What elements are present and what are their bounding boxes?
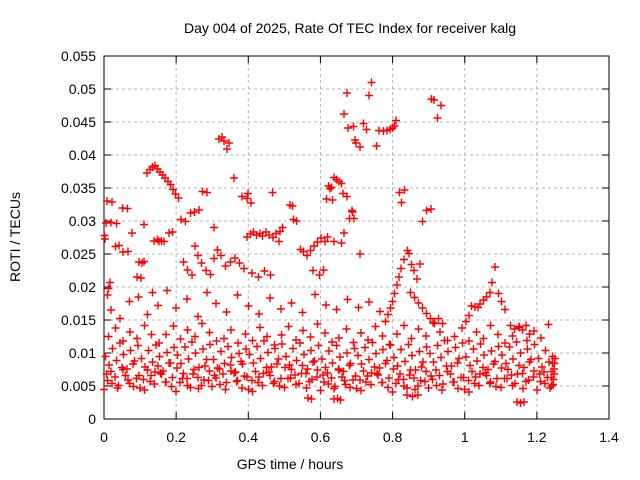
x-tick-label: 1 [461, 429, 469, 445]
y-tick-label: 0.005 [61, 378, 96, 394]
y-tick-label: 0.025 [61, 246, 96, 262]
x-tick-label: 0.6 [311, 429, 331, 445]
y-tick-label: 0.015 [61, 312, 96, 328]
x-tick-label: 1.4 [599, 429, 619, 445]
x-tick-label: 0.2 [166, 429, 186, 445]
plot-border [103, 55, 610, 420]
y-tick-label: 0 [88, 411, 96, 427]
x-tick-label: 0.8 [383, 429, 403, 445]
y-tick-label: 0.05 [69, 81, 96, 97]
chart-title: Day 004 of 2025, Rate Of TEC Index for r… [183, 20, 517, 36]
data-point-markers [100, 78, 559, 407]
y-tick-label: 0.035 [61, 180, 96, 196]
y-tick-label: 0.01 [69, 345, 96, 361]
y-tick-label: 0.04 [69, 147, 96, 163]
y-axis-label-text: ROTI / TECUs [7, 192, 23, 282]
x-axis-label: GPS time / hours [236, 456, 344, 472]
y-tick-label: 0.045 [61, 114, 96, 130]
y-tick-label: 0.02 [69, 279, 96, 295]
x-tick-label: 0 [100, 429, 108, 445]
x-tick-label: 0.4 [239, 429, 259, 445]
y-tick-label: 0.03 [69, 213, 96, 229]
y-tick-label: 0.055 [61, 48, 96, 64]
x-tick-label: 1.2 [527, 429, 547, 445]
